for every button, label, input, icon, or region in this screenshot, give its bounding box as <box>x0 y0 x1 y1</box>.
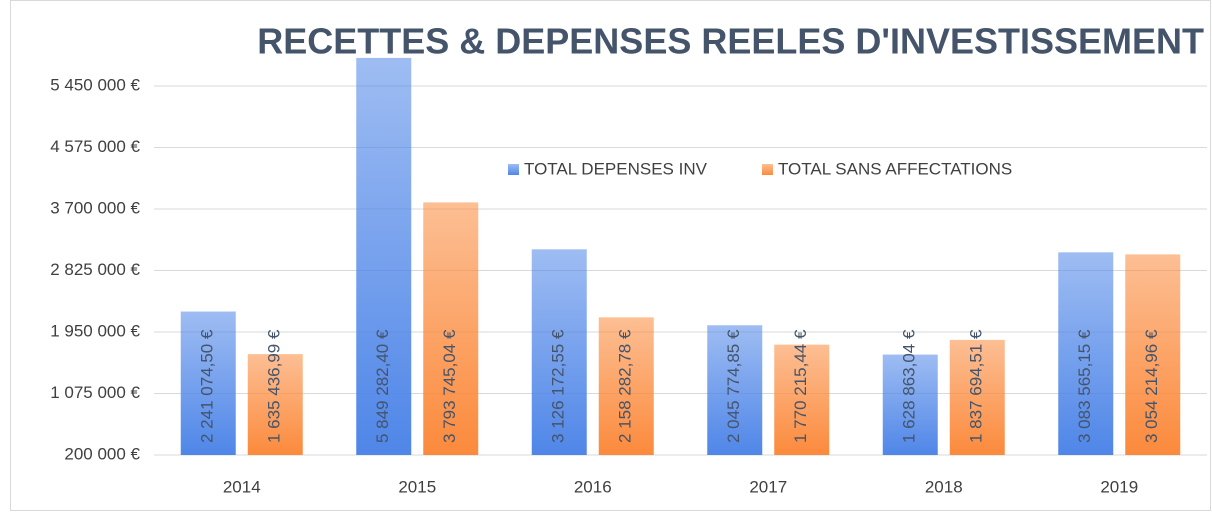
value-label: 1 628 863,04 € <box>900 329 919 443</box>
bar <box>774 344 830 455</box>
y-tick-label: 2 825 000 € <box>50 260 140 279</box>
y-tick-label: 1 950 000 € <box>50 321 140 340</box>
bar <box>707 325 763 455</box>
bar <box>423 202 479 455</box>
x-tick-label: 2015 <box>398 477 436 496</box>
legend-label: TOTAL SANS AFFECTATIONS <box>778 159 1012 178</box>
value-label: 5 849 282,40 € <box>373 329 392 443</box>
x-tick-label: 2016 <box>574 477 612 496</box>
bar <box>598 317 654 455</box>
bar <box>531 249 587 455</box>
x-tick-label: 2019 <box>1100 477 1138 496</box>
value-label: 3 793 745,04 € <box>440 329 459 443</box>
legend-swatch <box>508 164 519 175</box>
value-label: 1 770 215,44 € <box>791 329 810 443</box>
legend-swatch <box>761 164 773 175</box>
y-tick-label: 5 450 000 € <box>50 75 140 94</box>
bar <box>356 57 412 455</box>
bar <box>882 354 938 455</box>
value-label: 3 126 172,55 € <box>549 329 568 443</box>
bar <box>949 339 1005 455</box>
x-tick-label: 2018 <box>925 477 963 496</box>
value-label: 2 045 774,85 € <box>724 329 743 443</box>
y-tick-label: 1 075 000 € <box>50 383 140 402</box>
bar <box>247 354 303 455</box>
x-tick-label: 2017 <box>749 477 787 496</box>
bar <box>180 311 236 455</box>
y-tick-label: 3 700 000 € <box>50 198 140 217</box>
legend-label: TOTAL DEPENSES INV <box>524 159 708 178</box>
value-label: 3 054 214,96 € <box>1142 329 1161 443</box>
bar <box>1058 252 1114 455</box>
value-label: 3 083 565,15 € <box>1075 329 1094 443</box>
value-label: 1 635 436,99 € <box>265 329 284 443</box>
bar <box>1125 254 1181 455</box>
x-tick-label: 2014 <box>223 477 261 496</box>
value-label: 2 158 282,78 € <box>616 329 635 443</box>
chart-title: RECETTES & DEPENSES REELES D'INVESTISSEM… <box>257 21 1204 62</box>
y-tick-label: 200 000 € <box>64 444 140 463</box>
value-label: 2 241 074,50 € <box>198 329 217 443</box>
y-tick-label: 4 575 000 € <box>50 137 140 156</box>
value-label: 1 837 694,51 € <box>967 329 986 443</box>
